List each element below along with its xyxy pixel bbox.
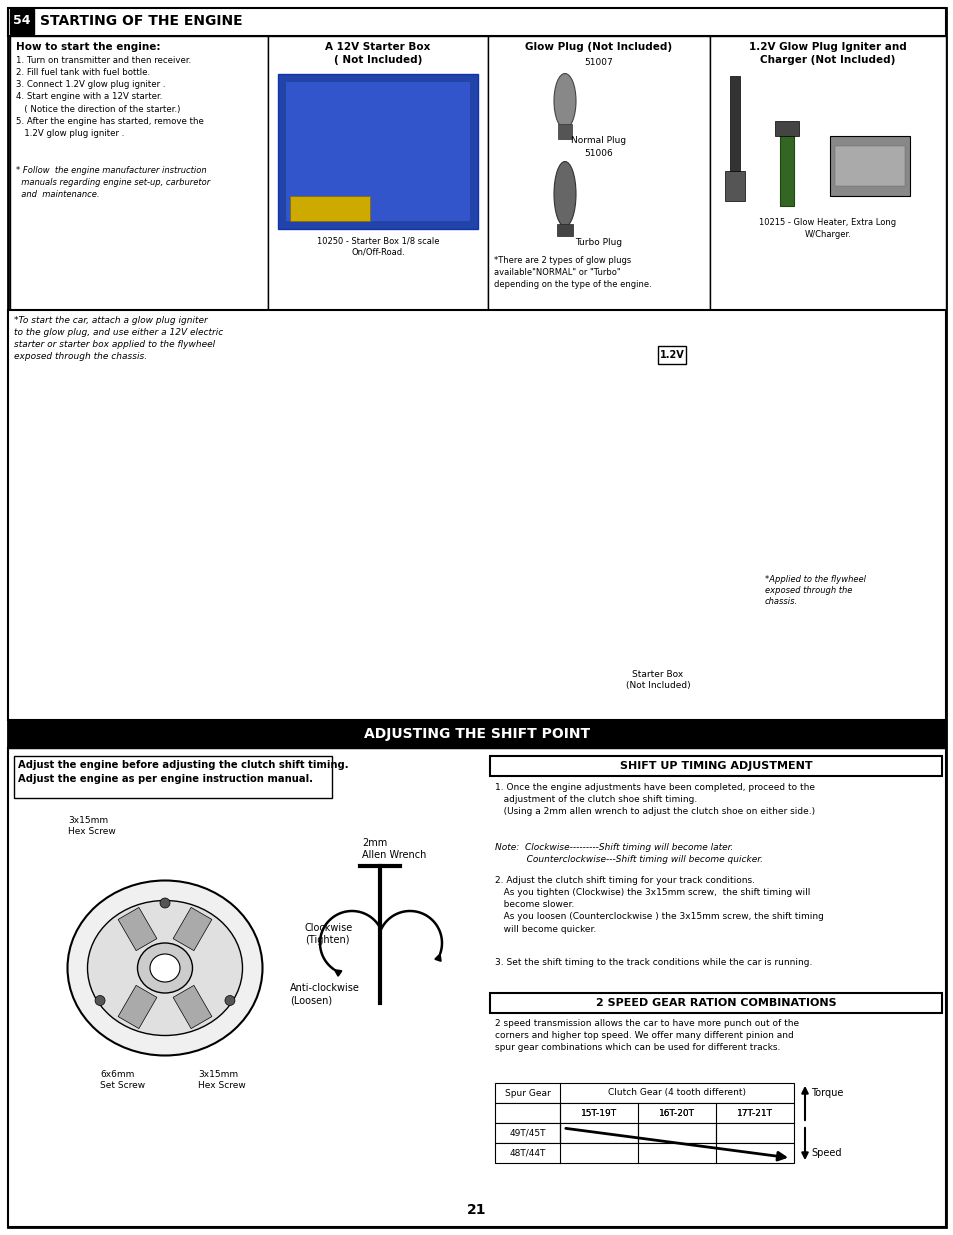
Bar: [8, 310, 945, 720]
Text: *To start the car, attach a glow plug igniter
to the glow plug, and use either a: *To start the car, attach a glow plug ig…: [14, 316, 223, 362]
Text: * Follow  the engine manufacturer instruction
  manuals regarding engine set-up,: * Follow the engine manufacturer instruc…: [16, 165, 210, 199]
Text: 16T-20T: 16T-20T: [659, 1109, 695, 1118]
Bar: [729, 77, 740, 177]
Text: 3. Set the shift timing to the track conditions while the car is running.: 3. Set the shift timing to the track con…: [495, 958, 812, 967]
Bar: [658, 346, 685, 364]
Text: 3x15mm
Hex Screw: 3x15mm Hex Screw: [198, 1070, 246, 1091]
Bar: [277, 74, 477, 228]
Text: Note:  Clockwise---------Shift timing will become later.
           Counterclock: Note: Clockwise---------Shift timing wil…: [495, 844, 762, 863]
Bar: [10, 9, 34, 35]
Text: Clockwise
(Tighten): Clockwise (Tighten): [305, 923, 353, 946]
Circle shape: [225, 995, 234, 1005]
Text: 2. Adjust the clutch shift timing for your track conditions.
   As you tighten (: 2. Adjust the clutch shift timing for yo…: [495, 876, 823, 934]
Text: 3x15mm
Hex Screw: 3x15mm Hex Screw: [68, 816, 115, 836]
Text: 49T/45T: 49T/45T: [509, 1129, 545, 1137]
Circle shape: [160, 898, 170, 908]
Text: 2 SPEED GEAR RATION COMBINATIONS: 2 SPEED GEAR RATION COMBINATIONS: [595, 998, 836, 1008]
Bar: [490, 756, 941, 776]
Text: Speed: Speed: [810, 1149, 841, 1158]
Text: 10250 - Starter Box 1/8 scale
On/Off-Road.: 10250 - Starter Box 1/8 scale On/Off-Roa…: [316, 236, 438, 257]
Ellipse shape: [88, 900, 242, 1035]
Bar: [290, 196, 370, 221]
Text: Glow Plug (Not Included): Glow Plug (Not Included): [525, 42, 672, 52]
Bar: [435, 340, 939, 720]
Text: Clutch Gear (4 tooth different): Clutch Gear (4 tooth different): [607, 1088, 745, 1098]
Bar: [10, 36, 268, 310]
Text: Anti-clockwise
(Loosen): Anti-clockwise (Loosen): [290, 983, 359, 1005]
Text: ADJUSTING THE SHIFT POINT: ADJUSTING THE SHIFT POINT: [363, 727, 590, 741]
Bar: [495, 1144, 793, 1163]
Bar: [14, 756, 332, 798]
Text: Turbo Plug: Turbo Plug: [575, 238, 622, 247]
Text: 51007: 51007: [584, 58, 613, 67]
Text: Adjust the engine before adjusting the clutch shift timing.
Adjust the engine as: Adjust the engine before adjusting the c…: [18, 760, 348, 783]
Ellipse shape: [137, 944, 193, 993]
Bar: [285, 82, 470, 221]
Bar: [488, 36, 709, 310]
Text: 2 speed transmission allows the car to have more punch out of the
corners and hi: 2 speed transmission allows the car to h…: [495, 1019, 799, 1051]
Bar: [8, 748, 945, 1228]
Text: Spur Gear: Spur Gear: [504, 1088, 550, 1098]
Text: 10215 - Glow Heater, Extra Long
W/Charger.: 10215 - Glow Heater, Extra Long W/Charge…: [759, 219, 896, 238]
Text: Torque: Torque: [810, 1088, 842, 1098]
Text: 17T-21T: 17T-21T: [737, 1109, 772, 1118]
Bar: [268, 36, 488, 310]
Text: 2mm
Allen Wrench: 2mm Allen Wrench: [361, 839, 426, 861]
Circle shape: [95, 995, 105, 1005]
Bar: [724, 170, 744, 201]
Ellipse shape: [554, 74, 576, 128]
Bar: [172, 986, 212, 1029]
Bar: [829, 136, 909, 196]
Text: 48T/44T: 48T/44T: [509, 1149, 545, 1157]
Text: 1. Once the engine adjustments have been completed, proceed to the
   adjustment: 1. Once the engine adjustments have been…: [495, 783, 814, 816]
Text: A 12V Starter Box
( Not Included): A 12V Starter Box ( Not Included): [325, 42, 430, 64]
Ellipse shape: [554, 162, 576, 226]
Bar: [557, 224, 573, 236]
Text: 17T-21T: 17T-21T: [737, 1109, 772, 1118]
Bar: [558, 124, 572, 140]
Ellipse shape: [68, 881, 262, 1056]
Text: SHIFT UP TIMING ADJUSTMENT: SHIFT UP TIMING ADJUSTMENT: [619, 761, 811, 771]
Bar: [172, 908, 212, 951]
Text: 51006: 51006: [584, 149, 613, 158]
Bar: [709, 36, 945, 310]
Bar: [118, 908, 156, 951]
Text: Starter Box
(Not Included): Starter Box (Not Included): [625, 671, 690, 690]
Text: STARTING OF THE ENGINE: STARTING OF THE ENGINE: [40, 14, 242, 28]
Bar: [490, 993, 941, 1013]
Text: Normal Plug: Normal Plug: [571, 136, 626, 144]
Text: 6x6mm
Set Screw: 6x6mm Set Screw: [100, 1070, 145, 1091]
Bar: [8, 7, 945, 36]
Text: How to start the engine:: How to start the engine:: [16, 42, 160, 52]
Text: 1.2V Glow Plug Igniter and
Charger (Not Included): 1.2V Glow Plug Igniter and Charger (Not …: [748, 42, 906, 64]
Bar: [495, 1083, 793, 1103]
Bar: [118, 986, 156, 1029]
Bar: [14, 370, 429, 710]
Text: 15T-19T: 15T-19T: [580, 1109, 617, 1118]
Text: 1. Turn on transmitter and then receiver.
2. Fill fuel tank with fuel bottle.
3.: 1. Turn on transmitter and then receiver…: [16, 56, 204, 138]
Bar: [774, 121, 799, 136]
Bar: [495, 1103, 793, 1123]
Text: 15T-19T: 15T-19T: [580, 1109, 617, 1118]
Bar: [8, 720, 945, 748]
Bar: [495, 1123, 793, 1144]
Text: *There are 2 types of glow plugs
available"NORMAL" or "Turbo"
depending on the t: *There are 2 types of glow plugs availab…: [494, 256, 651, 289]
Ellipse shape: [150, 953, 180, 982]
Bar: [834, 146, 904, 186]
Text: 21: 21: [467, 1203, 486, 1216]
Text: 54: 54: [13, 15, 30, 27]
Text: 1.2V: 1.2V: [659, 350, 683, 359]
Text: 16T-20T: 16T-20T: [659, 1109, 695, 1118]
Bar: [780, 126, 793, 206]
Text: *Applied to the flywheel
exposed through the
chassis.: *Applied to the flywheel exposed through…: [764, 576, 865, 606]
